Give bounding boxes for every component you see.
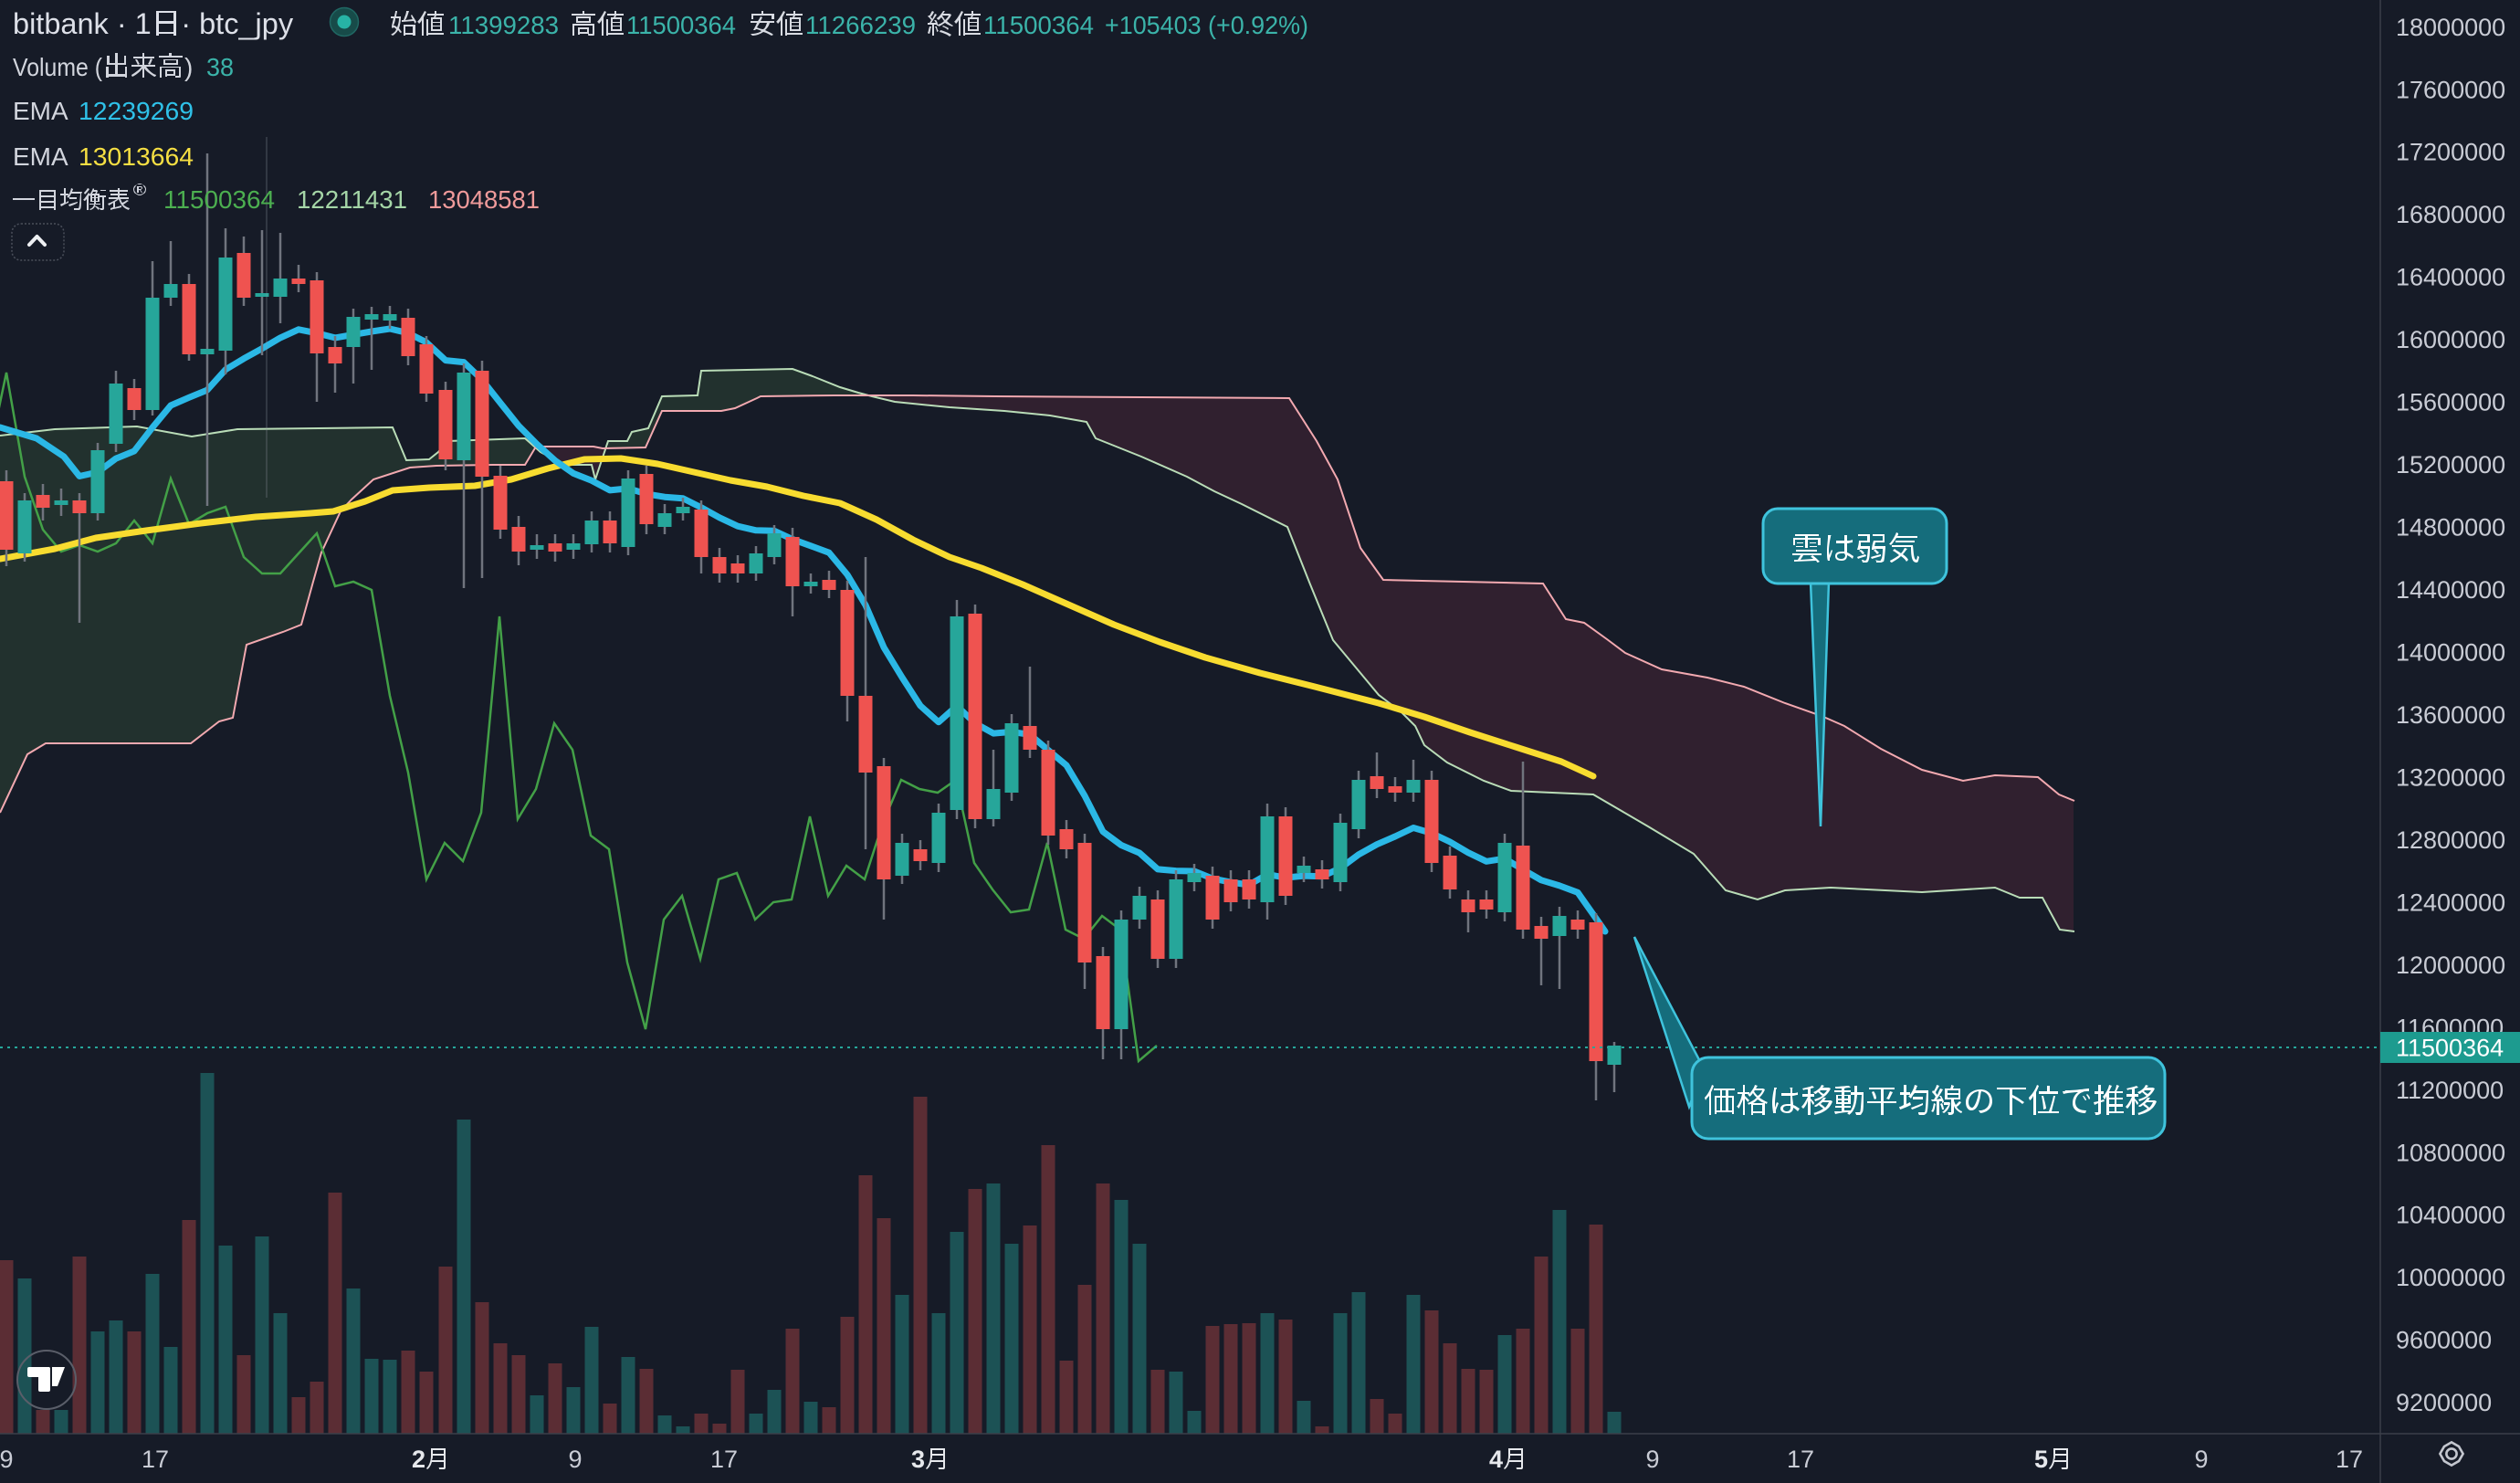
svg-text:17: 17	[142, 1446, 169, 1473]
svg-text:17: 17	[710, 1446, 738, 1473]
svg-text:+105403 (+0.92%): +105403 (+0.92%)	[1105, 11, 1308, 39]
svg-text:16800000: 16800000	[2396, 201, 2505, 228]
svg-text:17: 17	[2336, 1446, 2363, 1473]
svg-text:EMA: EMA	[13, 97, 68, 125]
svg-text:15600000: 15600000	[2396, 389, 2505, 416]
svg-text:4: 4	[1489, 1446, 1503, 1473]
svg-text:16400000: 16400000	[2396, 264, 2505, 291]
svg-text:): )	[184, 53, 193, 81]
svg-text:10400000: 10400000	[2396, 1202, 2505, 1229]
svg-text:12000000: 12000000	[2396, 952, 2505, 979]
svg-text:17200000: 17200000	[2396, 139, 2505, 166]
svg-text:13200000: 13200000	[2396, 763, 2505, 791]
svg-text:11266239: 11266239	[805, 11, 916, 39]
svg-text:17: 17	[1787, 1446, 1814, 1473]
svg-text:14800000: 14800000	[2396, 514, 2505, 542]
svg-text:Volume (: Volume (	[13, 53, 103, 81]
svg-text:13013664: 13013664	[79, 142, 194, 171]
svg-text:15200000: 15200000	[2396, 451, 2505, 479]
svg-text:9: 9	[2194, 1446, 2208, 1473]
svg-text:2: 2	[412, 1446, 425, 1473]
svg-text:EMA: EMA	[13, 142, 68, 171]
svg-text:38: 38	[206, 53, 234, 81]
svg-text:· btc_jpy: · btc_jpy	[181, 7, 294, 40]
svg-text:11500364: 11500364	[983, 11, 1094, 39]
svg-text:9200000: 9200000	[2396, 1389, 2492, 1416]
svg-text:9: 9	[568, 1446, 582, 1473]
svg-text:18000000: 18000000	[2396, 14, 2505, 41]
svg-text:5: 5	[2034, 1446, 2048, 1473]
svg-text:12400000: 12400000	[2396, 889, 2505, 916]
svg-text:3: 3	[911, 1446, 925, 1473]
svg-text:10000000: 10000000	[2396, 1264, 2505, 1291]
svg-text:9: 9	[1645, 1446, 1659, 1473]
svg-text:11399283: 11399283	[448, 11, 559, 39]
svg-text:9: 9	[0, 1446, 14, 1473]
svg-text:11200000: 11200000	[2396, 1077, 2504, 1104]
svg-text:14000000: 14000000	[2396, 639, 2505, 667]
svg-text:13600000: 13600000	[2396, 701, 2505, 729]
svg-text:14400000: 14400000	[2396, 576, 2505, 604]
svg-text:10800000: 10800000	[2396, 1139, 2505, 1166]
svg-text:11500364: 11500364	[163, 185, 275, 214]
svg-text:12211431: 12211431	[297, 185, 407, 214]
svg-text:12800000: 12800000	[2396, 826, 2505, 854]
svg-text:11500364: 11500364	[626, 11, 736, 39]
svg-text:17600000: 17600000	[2396, 76, 2505, 103]
svg-text:12239269: 12239269	[79, 97, 194, 125]
svg-text:bitbank · 1: bitbank · 1	[13, 7, 152, 40]
svg-text:16000000: 16000000	[2396, 326, 2505, 353]
svg-text:11500364: 11500364	[2396, 1035, 2504, 1062]
svg-text:13048581: 13048581	[428, 185, 540, 214]
svg-text:9600000: 9600000	[2396, 1327, 2492, 1354]
